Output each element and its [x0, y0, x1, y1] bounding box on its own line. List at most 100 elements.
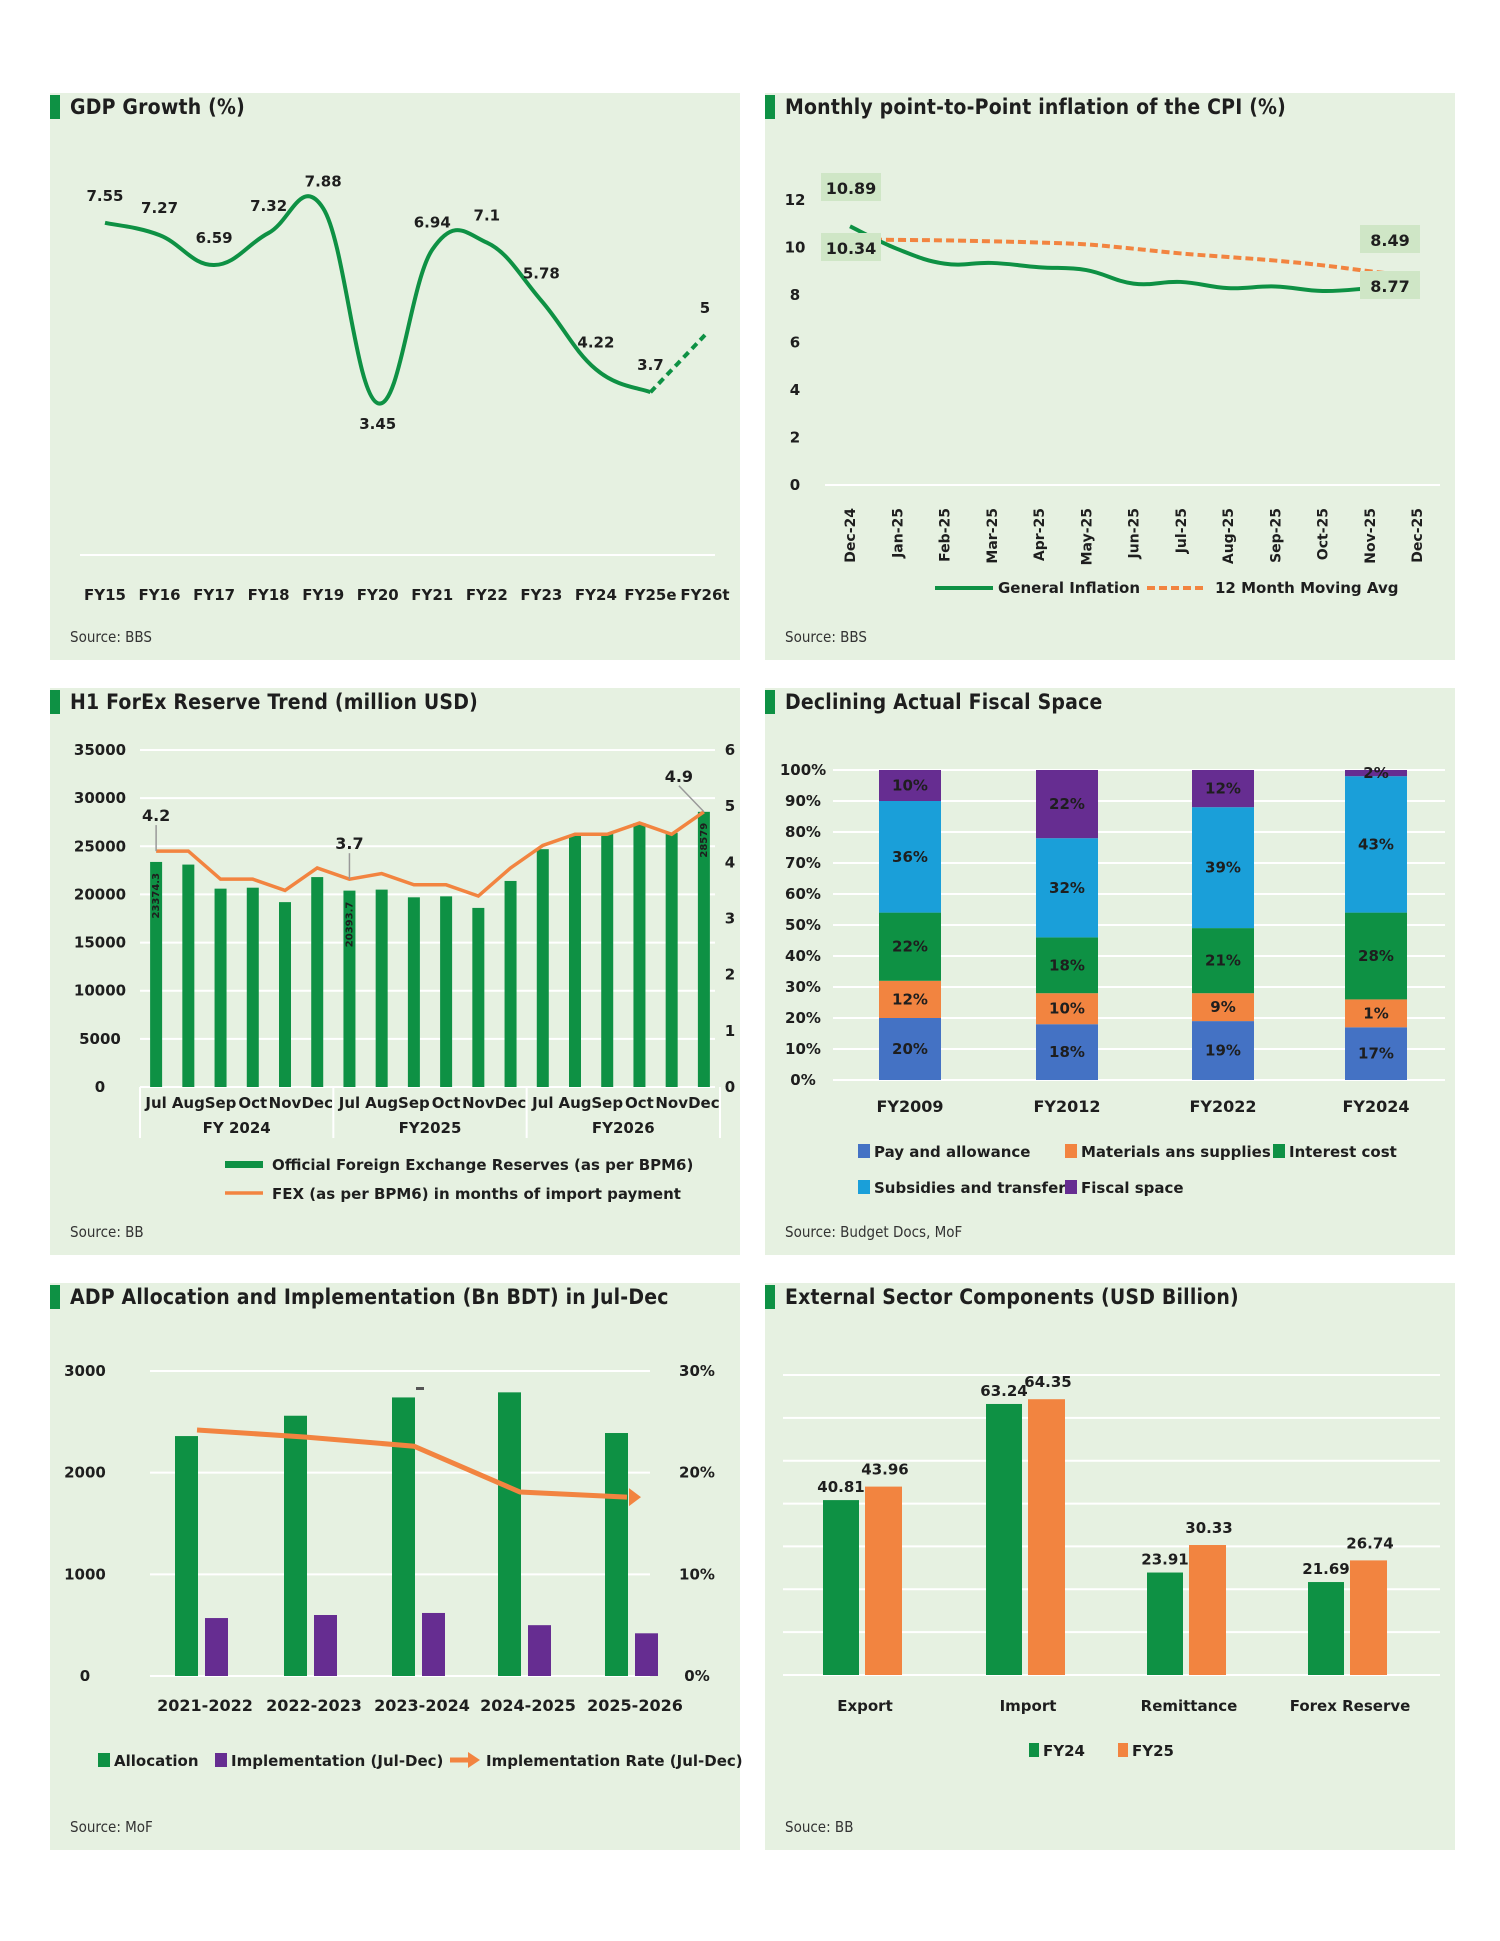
stacked-segment — [1345, 912, 1407, 1000]
legend-label: Subsidies and transfers — [874, 1179, 1075, 1197]
legend-swatch-reserves — [225, 1161, 263, 1168]
x-tick-label: Jun-25 — [1127, 508, 1143, 559]
reserve-bar — [279, 902, 291, 1087]
legend-label: Official Foreign Exchange Reserves (as p… — [272, 1156, 693, 1174]
x-tick-label: Dec-24 — [843, 508, 859, 563]
segment-label: 18% — [1049, 1043, 1085, 1061]
y-tick-label: 8 — [790, 286, 800, 304]
implementation-bar — [314, 1615, 337, 1676]
reserve-bar — [536, 849, 549, 1087]
annotation-box — [821, 233, 881, 261]
x-tick-label: FY26t — [680, 586, 729, 604]
fiscal-space-chart: 0% 10% 20% 30% 40% 50% 60% 70% 80% 90% 100% 20% 12% 2… — [780, 761, 1445, 1197]
legend-label: FEX (as per BPM6) in months of import pa… — [272, 1185, 681, 1203]
title-accent-bar — [50, 1285, 60, 1309]
annotation-box — [1360, 271, 1420, 299]
x-tick-label: Dec-25 — [1410, 508, 1426, 563]
y-tick-label: 50% — [785, 916, 821, 934]
stray-dash-mark — [416, 1387, 424, 1390]
legend-swatch — [1065, 1144, 1077, 1158]
segment-label: 19% — [1205, 1042, 1241, 1060]
y-left-tick-label: 30000 — [74, 789, 126, 807]
x-tick-label: Sep — [591, 1094, 623, 1112]
stacked-segment — [1345, 999, 1407, 1028]
chart-title: Declining Actual Fiscal Space — [785, 690, 1103, 714]
bar-value-label: 43.96 — [861, 1461, 908, 1479]
legend-label: Materials ans supplies — [1081, 1143, 1271, 1161]
reserve-bar — [569, 835, 581, 1087]
gdp-growth-chart: 7.55 7.27 6.59 7.32 7.88 3.45 6.94 7.1 5.78 4.22 3… — [80, 172, 730, 604]
gdp-line-actual — [104, 194, 652, 406]
x-tick-label: Forex Reserve — [1290, 1697, 1411, 1715]
implementation-bar — [205, 1618, 228, 1676]
y-left-tick-label: 0 — [95, 1078, 105, 1096]
legend-swatch-fy24 — [1029, 1743, 1039, 1757]
reserve-bar — [375, 889, 388, 1087]
forex-reserve-chart: 0 5000 10000 15000 20000 25000 30000 35000 0 1 2 3 4… — [74, 741, 735, 1203]
y-tick-label: 4 — [790, 381, 800, 399]
x-tick-label: FY22 — [466, 586, 508, 604]
x-tick-label: Aug — [558, 1094, 591, 1112]
chart-title: Monthly point-to-Point inflation of the … — [785, 95, 1287, 119]
segment-label: 2% — [1363, 764, 1388, 782]
legend-swatch-fy25 — [1118, 1743, 1128, 1757]
x-tick-label: FY15 — [84, 586, 126, 604]
legend-swatch-allocation — [98, 1753, 110, 1767]
data-label: 7.27 — [141, 199, 178, 217]
segment-label: 17% — [1358, 1045, 1394, 1063]
y-tick-label: 0 — [790, 476, 800, 494]
segment-label: 28% — [1358, 947, 1394, 965]
x-tick-label: Oct-25 — [1316, 508, 1332, 560]
x-tick-label: Jul — [338, 1094, 360, 1112]
bar-value-label: 23374.3 — [151, 873, 162, 919]
legend-label: 12 Month Moving Avg — [1215, 579, 1398, 597]
y-left-tick-label: 2000 — [64, 1464, 106, 1482]
allocation-bar — [498, 1392, 521, 1676]
legend-swatch — [1273, 1144, 1285, 1158]
y-right-tick-label: 10% — [679, 1565, 715, 1583]
x-tick-label: Jul-25 — [1174, 508, 1190, 554]
segment-label: 36% — [892, 848, 928, 866]
y-tick-label: 100% — [780, 761, 826, 779]
fy24-bar — [1147, 1572, 1183, 1675]
x-tick-label: May-25 — [1079, 508, 1095, 565]
x-tick-label: FY2024 — [1342, 1097, 1409, 1116]
reserve-bar — [150, 861, 163, 1087]
stacked-segment — [1036, 993, 1098, 1025]
x-tick-label: FY2022 — [1189, 1097, 1256, 1116]
x-tick-label: Aug — [365, 1094, 398, 1112]
y-left-tick-label: 10000 — [74, 982, 126, 1000]
x-tick-label: Dec — [495, 1094, 527, 1112]
x-tick-label: Import — [1000, 1697, 1057, 1715]
data-label: 6.59 — [196, 229, 233, 247]
chart-title: External Sector Components (USD Billion) — [785, 1285, 1239, 1309]
import-months-line — [156, 810, 705, 899]
stacked-segment — [1036, 770, 1098, 839]
fy25-bar — [1350, 1560, 1387, 1675]
x-tick-label: FY2009 — [876, 1097, 943, 1116]
x-tick-label: FY19 — [302, 586, 344, 604]
x-tick-label: Nov — [269, 1094, 302, 1112]
data-label: 7.88 — [305, 172, 342, 190]
legend-label: FY24 — [1043, 1742, 1085, 1760]
x-tick-label: Nov-25 — [1363, 508, 1379, 564]
annotation-label: 10.89 — [826, 179, 877, 198]
y-tick-label: 0% — [790, 1071, 815, 1089]
segment-label: 12% — [1205, 780, 1241, 798]
legend-label: Allocation — [114, 1752, 199, 1770]
legend-label: Implementation Rate (Jul-Dec) — [486, 1752, 743, 1770]
allocation-bar — [284, 1415, 307, 1676]
annotation-box — [821, 173, 881, 201]
reserve-bar — [601, 833, 614, 1087]
reserve-bar — [472, 907, 485, 1087]
y-tick-label: 12 — [785, 191, 806, 209]
x-tick-label: Apr-25 — [1032, 508, 1048, 561]
data-label: 7.55 — [86, 187, 123, 205]
x-tick-label: Nov — [655, 1094, 688, 1112]
stacked-segment — [879, 770, 941, 801]
moving-avg-line — [849, 237, 1418, 279]
title-accent-bar — [50, 95, 60, 119]
y-right-tick-label: 1 — [725, 1022, 735, 1040]
group-label: FY 2024 — [203, 1119, 271, 1137]
y-tick-label: 60% — [785, 885, 821, 903]
